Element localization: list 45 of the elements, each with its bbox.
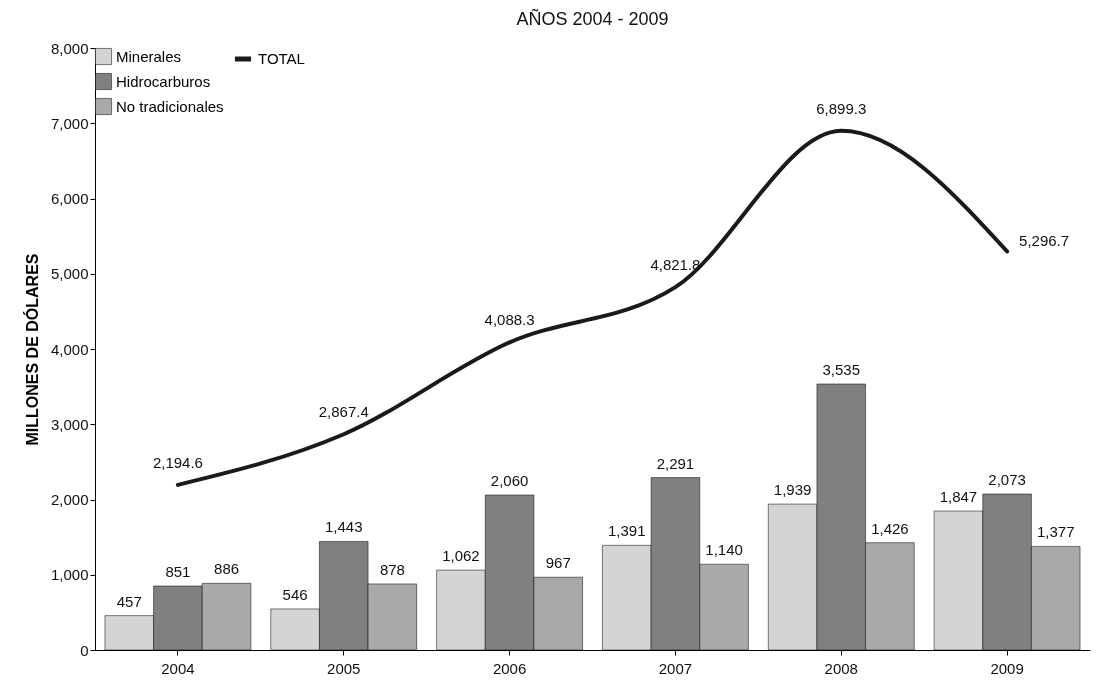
data-label: 967 [545,554,571,572]
y-tick-label: 7,000 [50,114,89,132]
data-label: 3,535 [822,360,861,378]
data-label: 2,060 [490,471,529,489]
data-label: 6,899.3 [816,99,867,117]
x-tick-label: 2004 [161,659,195,677]
data-label: 1,847 [939,488,978,506]
y-tick-label: 2,000 [50,491,89,508]
x-tick-label: 2005 [327,659,361,677]
legend-label: TOTAL [258,50,305,67]
chart-title: AÑOS 2004 - 2009 [516,8,669,29]
data-label: 878 [379,560,405,578]
data-label: 1,377 [1036,523,1075,541]
data-label: 1,939 [773,481,812,499]
data-label: 457 [116,592,142,610]
data-label: 886 [214,560,240,578]
data-label: 2,073 [988,471,1026,489]
data-label: 2,194.6 [152,453,203,471]
legend-label: Minerales [116,47,182,65]
data-label: 1,062 [442,547,480,565]
x-tick-label: 2008 [824,659,858,677]
x-tick-label: 2007 [658,659,693,677]
y-tick-label: 0 [80,641,89,659]
y-axis-title: MILLONES DE DÓLARES [22,253,41,446]
data-label: 1,140 [705,541,743,559]
data-label: 851 [165,562,191,580]
legend-label: No tradicionales [116,97,224,115]
y-tick-label: 3,000 [50,415,89,433]
y-tick-label: 5,000 [50,265,89,283]
y-tick-label: 6,000 [50,190,89,207]
data-label: 2,291 [656,454,695,472]
x-tick-label: 2006 [492,659,527,677]
data-label: 1,443 [324,518,363,536]
data-label: 5,296.7 [1019,232,1070,250]
legend-label: Hidrocarburos [116,72,211,90]
data-label: 1,391 [608,522,646,540]
y-tick-label: 8,000 [50,39,89,57]
y-tick-label: 4,000 [50,340,89,358]
data-label: 2,867.4 [318,403,369,421]
x-tick-label: 2009 [990,659,1024,677]
data-label: 1,426 [871,519,909,537]
y-tick-label: 1,000 [50,566,89,584]
data-label: 546 [282,585,308,603]
data-label: 4,088.3 [484,311,535,329]
data-label: 4,821.8 [650,256,701,274]
